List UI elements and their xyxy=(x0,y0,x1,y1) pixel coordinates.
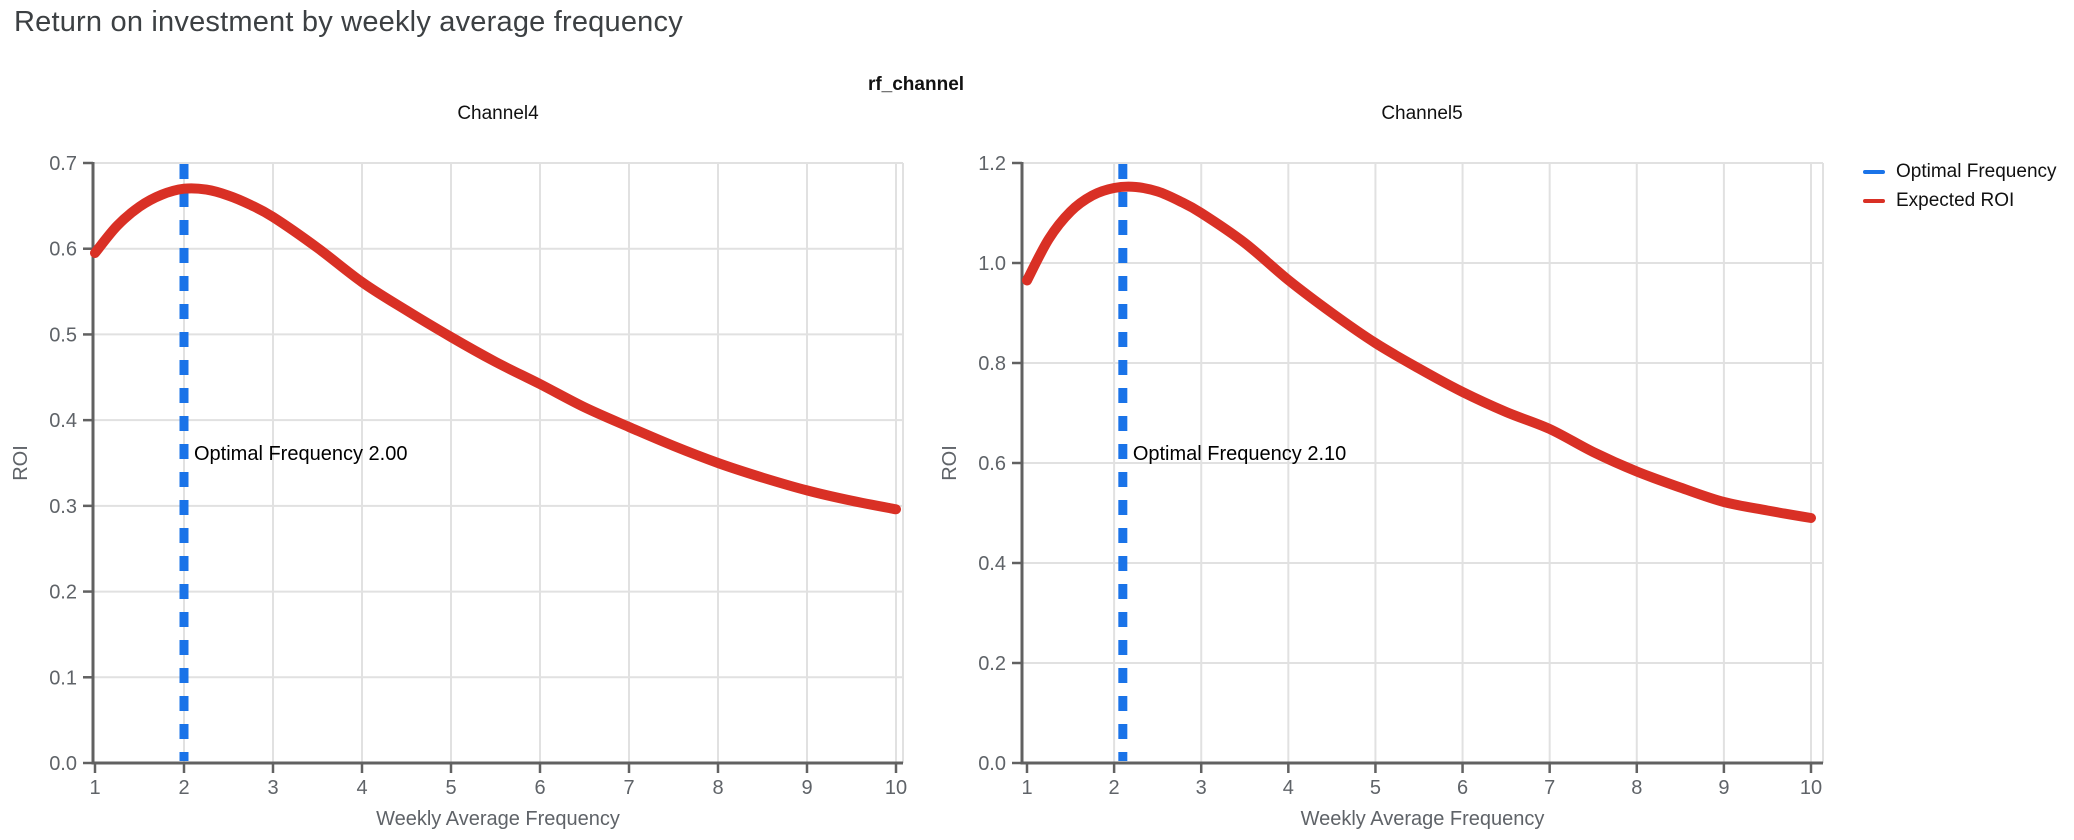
x-tick-label: 1 xyxy=(89,777,100,799)
y-tick-label: 0.5 xyxy=(49,324,77,346)
y-tick-label: 0.2 xyxy=(49,582,77,604)
x-tick-label: 10 xyxy=(1800,777,1822,799)
facet-title-channel4: Channel4 xyxy=(457,103,539,124)
y-tick-label: 0.2 xyxy=(978,653,1006,675)
optimal-frequency-annotation: Optimal Frequency 2.10 xyxy=(1133,443,1346,465)
y-axis-title: ROI xyxy=(939,445,961,481)
x-tick-label: 3 xyxy=(267,777,278,799)
x-tick-label: 8 xyxy=(1631,777,1642,799)
x-tick-label: 5 xyxy=(1370,777,1381,799)
x-tick-label: 10 xyxy=(885,777,907,799)
y-tick-label: 1.2 xyxy=(978,153,1006,175)
x-tick-label: 1 xyxy=(1021,777,1032,799)
legend-label-optimal-frequency: Optimal Frequency xyxy=(1896,160,2057,182)
x-tick-label: 4 xyxy=(356,777,367,799)
y-tick-label: 1.0 xyxy=(978,253,1006,275)
x-tick-label: 2 xyxy=(1109,777,1120,799)
x-tick-label: 9 xyxy=(1718,777,1729,799)
x-tick-label: 3 xyxy=(1196,777,1207,799)
y-tick-label: 0.4 xyxy=(978,553,1006,575)
legend-label-expected-roi: Expected ROI xyxy=(1896,189,2015,211)
x-tick-label: 7 xyxy=(623,777,634,799)
y-tick-label: 0.0 xyxy=(49,753,77,775)
legend-item-optimal-frequency: Optimal Frequency xyxy=(1863,157,2057,186)
chart-suptitle: rf_channel xyxy=(867,74,965,95)
x-tick-label: 4 xyxy=(1283,777,1294,799)
page-title: Return on investment by weekly average f… xyxy=(14,6,683,38)
x-tick-label: 2 xyxy=(178,777,189,799)
x-tick-label: 5 xyxy=(445,777,456,799)
y-tick-label: 0.8 xyxy=(978,353,1006,375)
x-tick-label: 7 xyxy=(1544,777,1555,799)
expected-roi-curve xyxy=(90,183,901,515)
y-tick-label: 0.7 xyxy=(49,153,77,175)
y-tick-label: 0.3 xyxy=(49,496,77,518)
y-tick-label: 0.0 xyxy=(978,753,1006,775)
expected-roi-curve xyxy=(1022,181,1816,523)
y-tick-label: 0.1 xyxy=(49,667,77,689)
optimal-frequency-line-swatch xyxy=(1863,169,1885,174)
x-tick-label: 6 xyxy=(534,777,545,799)
y-tick-label: 0.4 xyxy=(49,410,77,432)
chart-legend: Optimal Frequency Expected ROI xyxy=(1863,157,2057,215)
x-axis-title: Weekly Average Frequency xyxy=(376,808,620,830)
y-tick-label: 0.6 xyxy=(49,239,77,261)
x-tick-label: 9 xyxy=(801,777,812,799)
y-tick-label: 0.6 xyxy=(978,453,1006,475)
y-axis-title: ROI xyxy=(10,445,32,481)
x-tick-label: 6 xyxy=(1457,777,1468,799)
legend-item-expected-roi: Expected ROI xyxy=(1863,186,2057,215)
facet-title-channel5: Channel5 xyxy=(1381,103,1463,124)
x-tick-label: 8 xyxy=(712,777,723,799)
expected-roi-line-swatch xyxy=(1863,198,1885,203)
optimal-frequency-annotation: Optimal Frequency 2.00 xyxy=(194,443,407,465)
x-axis-title: Weekly Average Frequency xyxy=(1301,808,1545,830)
